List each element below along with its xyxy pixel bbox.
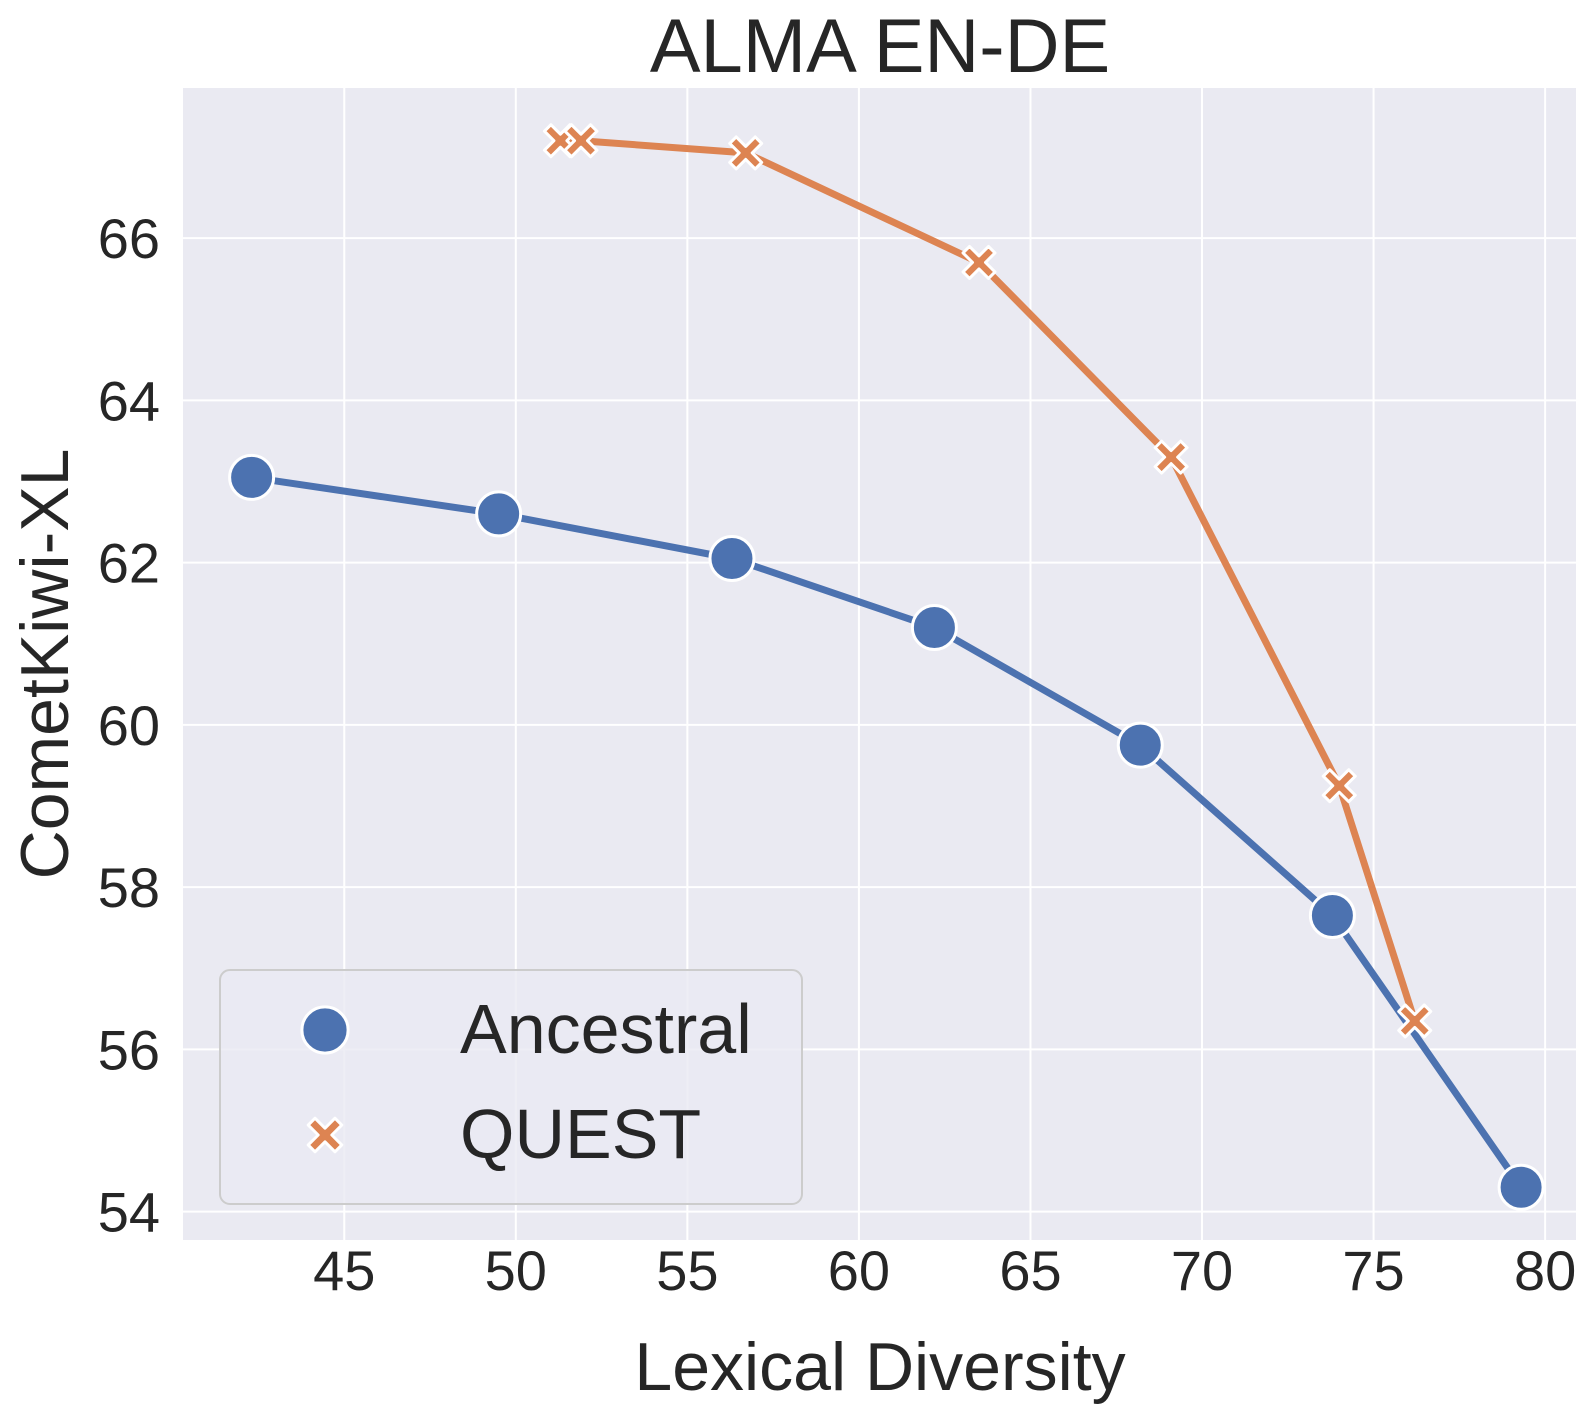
legend-marker-ancestral xyxy=(300,1005,350,1055)
y-tick-label: 66 xyxy=(98,207,160,270)
data-point-ancestral xyxy=(1497,1163,1545,1211)
chart-title: ALMA EN-DE xyxy=(650,4,1110,89)
series-ancestral xyxy=(228,453,1545,1211)
y-tick-label: 54 xyxy=(98,1181,160,1244)
y-tick-label: 60 xyxy=(98,694,160,757)
legend-box xyxy=(219,969,803,1205)
x-tick-label: 65 xyxy=(999,1239,1061,1302)
data-point-ancestral xyxy=(1308,891,1356,939)
legend-label-ancestral: Ancestral xyxy=(460,990,752,1068)
legend-marker-ancestral xyxy=(300,1005,350,1055)
data-point-quest xyxy=(563,123,599,159)
data-point-ancestral xyxy=(475,490,523,538)
x-tick-label: 55 xyxy=(656,1239,718,1302)
data-point-quest xyxy=(728,135,764,171)
y-tick-label: 64 xyxy=(98,369,160,432)
legend: Ancestral QUEST xyxy=(219,969,803,1205)
data-point-ancestral xyxy=(910,603,958,651)
data-point-ancestral xyxy=(228,453,276,501)
series-quest xyxy=(542,123,1433,1039)
x-tick-label: 80 xyxy=(1514,1239,1576,1302)
legend-marker-quest xyxy=(306,1116,344,1154)
x-tick-label: 60 xyxy=(828,1239,890,1302)
data-point-ancestral xyxy=(1116,721,1164,769)
data-point-quest xyxy=(1321,768,1357,804)
legend-label-quest: QUEST xyxy=(460,1095,701,1173)
data-point-quest xyxy=(1397,1003,1433,1039)
grid xyxy=(183,88,1576,1240)
x-axis-label: Lexical Diversity xyxy=(634,1329,1125,1405)
data-point-quest xyxy=(961,244,997,280)
ticks: 45 50 55 60 65 70 75 80 54 56 58 60 62 64 66 xyxy=(98,207,1577,1302)
x-tick-label: 50 xyxy=(485,1239,547,1302)
legend-marker-quest xyxy=(306,1116,344,1154)
data-point-ancestral xyxy=(708,535,756,583)
x-tick-label: 45 xyxy=(313,1239,375,1302)
y-tick-label: 58 xyxy=(98,856,160,919)
series-layer xyxy=(228,123,1545,1211)
x-tick-label: 75 xyxy=(1342,1239,1404,1302)
data-point-quest xyxy=(1153,439,1189,475)
y-tick-label: 62 xyxy=(98,532,160,595)
y-tick-label: 56 xyxy=(98,1018,160,1081)
y-axis-label: CometKiwi-XL xyxy=(7,449,83,880)
x-tick-label: 70 xyxy=(1171,1239,1233,1302)
